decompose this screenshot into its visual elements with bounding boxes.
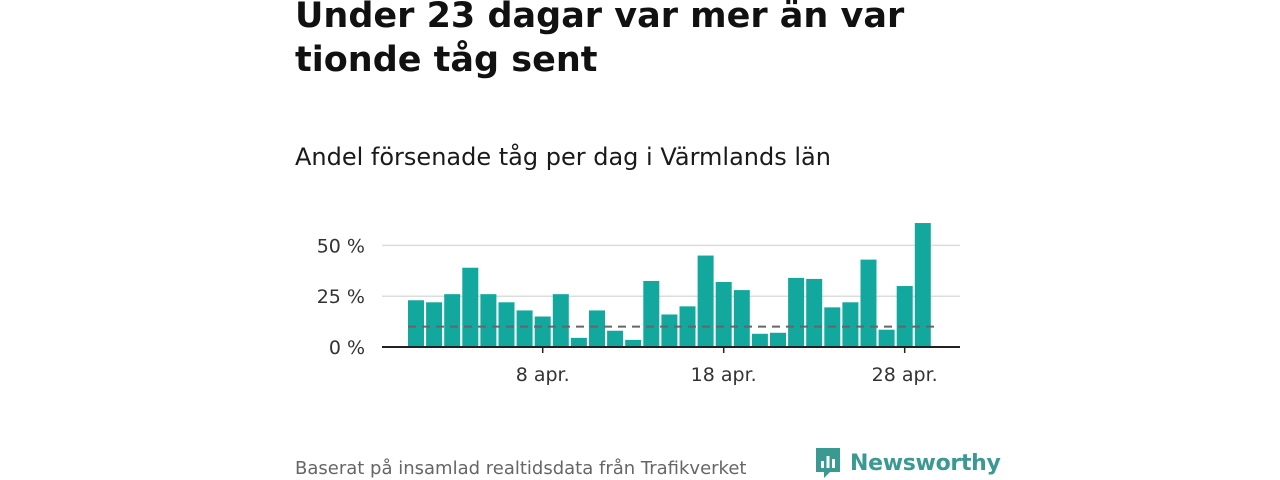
bar — [516, 310, 533, 347]
bar — [661, 314, 678, 347]
bar — [426, 302, 443, 347]
bar — [842, 302, 859, 347]
bar — [480, 294, 497, 347]
chart-title: Under 23 dagar var mer än var tionde tåg… — [295, 0, 905, 80]
brand-logo: Newsworthy — [814, 446, 1001, 480]
y-tick-label: 50 % — [317, 235, 365, 257]
bar — [498, 302, 515, 347]
x-tick-label: 18 apr. — [691, 364, 757, 386]
bar — [715, 281, 732, 347]
bar — [679, 306, 696, 347]
bar — [625, 339, 642, 347]
x-tick-label: 8 apr. — [516, 364, 570, 386]
bar — [770, 332, 786, 347]
bar — [570, 337, 587, 347]
bar — [878, 329, 895, 347]
bar — [896, 286, 913, 347]
bar — [589, 310, 605, 347]
bar — [643, 280, 660, 347]
y-tick-label: 25 % — [317, 286, 365, 308]
newsworthy-logo-icon — [816, 448, 840, 478]
brand-name: Newsworthy — [850, 450, 1001, 476]
bar — [733, 290, 750, 347]
bar — [697, 255, 714, 347]
bar-chart: 0 % 25 % 50 % 8 apr. 18 apr. 28 apr. — [317, 223, 960, 386]
bar — [751, 333, 768, 347]
x-tick-label: 28 apr. — [872, 364, 938, 386]
bar — [552, 294, 569, 347]
bar — [806, 278, 823, 347]
bar — [444, 294, 461, 347]
bar — [914, 223, 931, 347]
y-tick-label: 0 % — [329, 337, 365, 359]
bar — [408, 300, 424, 347]
bar — [607, 330, 624, 347]
source-note: Baserat på insamlad realtidsdata från Tr… — [295, 458, 747, 479]
chart-subtitle: Andel försenade tåg per dag i Värmlands … — [295, 143, 831, 171]
bar — [534, 316, 551, 347]
bar — [788, 277, 805, 347]
bar — [860, 259, 877, 347]
bar — [462, 267, 479, 347]
